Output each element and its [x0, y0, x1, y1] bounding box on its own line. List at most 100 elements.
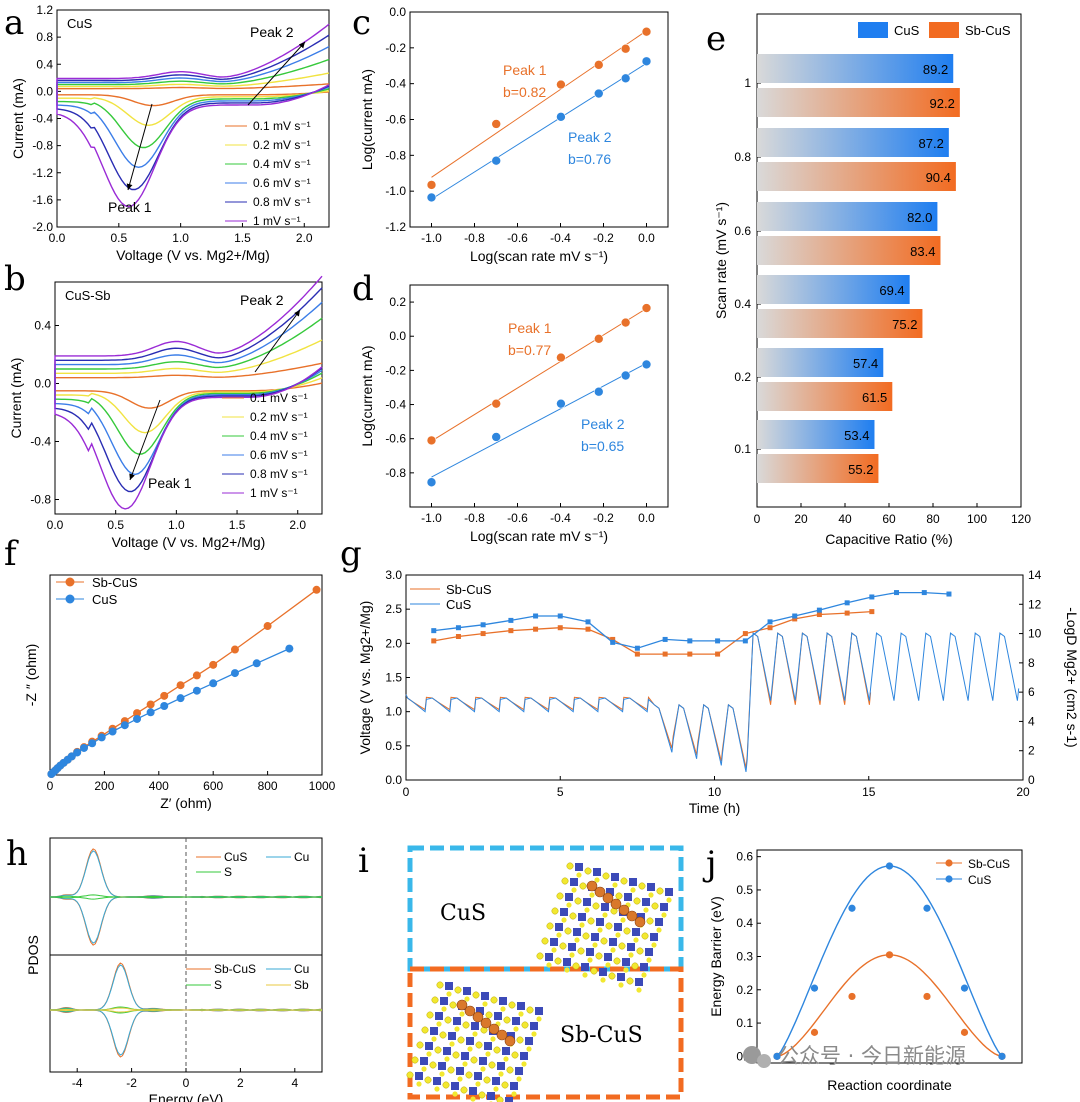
y-tick-label: 0.3	[736, 950, 753, 964]
y2-tick-label: 0	[1028, 773, 1035, 787]
bar-sb-cus	[757, 88, 960, 117]
data-point	[285, 644, 294, 653]
bar-value-label: 61.5	[862, 390, 887, 405]
data-point	[923, 992, 931, 1001]
bar-value-label: 92.2	[930, 96, 955, 111]
x-axis-label: Energy (eV)	[149, 1091, 224, 1102]
x-tick-label: 4	[291, 1076, 298, 1090]
y-tick-label: 0.2	[389, 295, 406, 309]
legend-marker	[945, 859, 953, 867]
data-point	[88, 739, 97, 748]
y-tick-label: 0.0	[385, 773, 402, 787]
data-point	[80, 743, 88, 752]
data-point	[133, 714, 142, 723]
x-tick-label: 40	[838, 512, 852, 526]
data-point	[230, 645, 239, 654]
x-tick-label: 0.0	[49, 231, 66, 245]
data-point	[816, 607, 822, 613]
data-point	[767, 619, 773, 625]
data-point	[146, 700, 155, 709]
x-tick-label: -0.2	[593, 231, 614, 245]
data-point	[792, 613, 798, 619]
legend-marker	[65, 594, 75, 604]
data-point	[209, 679, 218, 688]
data-point	[810, 1028, 819, 1036]
x-axis-label: Z′ (ohm)	[160, 795, 212, 811]
data-point	[120, 721, 129, 730]
y-tick-label: 0.4	[736, 916, 753, 930]
y-tick-label: 0.1	[734, 442, 751, 456]
sb-cus-structure-label: Sb-CuS	[560, 1023, 643, 1048]
panel-label-d: d	[352, 269, 374, 309]
y-tick-label: -0.4	[30, 435, 51, 449]
x-tick-label: -0.8	[464, 511, 485, 525]
x-tick-label: 600	[203, 779, 223, 793]
x-axis-label: Log(scan rate mV s⁻¹)	[470, 528, 608, 544]
y-axis-label: Voltage (V vs. Mg2+/Mg)	[357, 601, 373, 755]
data-point	[491, 155, 502, 166]
data-point	[634, 651, 640, 657]
data-point	[848, 904, 856, 912]
nyquist-panel: 0 200 400 600 800 1000 Z′ (ohm) -Z ″ (ohm) Sb-Cu…	[23, 574, 336, 811]
y-tick-label: 0.6	[734, 224, 751, 238]
data-point	[869, 594, 875, 600]
legend-label: S	[224, 865, 232, 879]
panel-label-j: j	[702, 844, 717, 884]
data-point	[960, 1028, 969, 1036]
legend-label: Sb-CuS	[968, 857, 1010, 871]
data-point	[923, 904, 931, 912]
x-tick-label: -4	[72, 1076, 83, 1090]
data-point	[160, 691, 169, 700]
x-tick-label: 0	[754, 512, 761, 526]
y-tick-label: 0.6	[736, 850, 753, 864]
y-tick-label: 0.2	[734, 370, 751, 384]
y-axis-label: Log(current mA)	[359, 69, 375, 170]
legend-label: Cu	[294, 850, 309, 864]
data-point	[641, 303, 652, 313]
peak1-arrow	[129, 399, 161, 481]
data-point	[491, 432, 502, 442]
bar-cus	[757, 420, 875, 449]
data-point	[687, 638, 693, 644]
y-tick-label: -0.2	[385, 41, 406, 55]
data-point	[593, 333, 604, 344]
data-point	[556, 79, 566, 90]
data-point	[533, 626, 539, 632]
legend-label: 0.1 mV s⁻¹	[253, 119, 311, 133]
bar-value-label: 87.2	[919, 136, 944, 151]
legend-label: CuS	[224, 850, 247, 864]
data-point	[585, 626, 591, 632]
data-point	[533, 613, 539, 619]
x-tick-label: 2.0	[289, 518, 306, 532]
data-point	[885, 951, 894, 959]
data-point	[508, 628, 514, 634]
data-point	[426, 435, 437, 446]
legend-label: 0.4 mV s⁻¹	[253, 157, 311, 171]
y-tick-label: 0.4	[36, 57, 53, 71]
data-point	[767, 625, 773, 631]
fit-line-1	[431, 308, 647, 442]
data-point	[480, 631, 486, 637]
watermark-text: 公众号 · 今日新能源	[778, 1044, 966, 1068]
legend-label: S	[214, 978, 222, 992]
plot-frame	[405, 574, 1024, 781]
x-tick-label: -0.4	[550, 231, 571, 245]
legend-label: CuS	[446, 597, 472, 612]
x-tick-label: 120	[1011, 512, 1031, 526]
sb-cus-structure-box	[407, 966, 684, 1100]
data-point	[491, 398, 502, 409]
data-point	[610, 639, 616, 645]
legend-label: 1 mV s⁻¹	[250, 486, 298, 500]
x-tick-label: 0	[47, 779, 54, 793]
panel-label-f: f	[4, 534, 19, 574]
peak1-label: Peak 1	[108, 199, 152, 215]
bar-value-label: 69.4	[879, 283, 904, 298]
b-value-label: b=0.77	[508, 342, 551, 358]
y-tick-label: -0.8	[32, 139, 53, 153]
legend-label: 0.6 mV s⁻¹	[253, 176, 311, 190]
data-point	[431, 638, 437, 644]
data-point	[426, 180, 437, 190]
y-tick-label: 1.0	[385, 705, 402, 719]
b-value-panel-c: -1.0 -0.8 -0.6 -0.4 -0.2 0.0 -1.2 -1.0 -0.8 -0.6 -…	[359, 5, 669, 264]
